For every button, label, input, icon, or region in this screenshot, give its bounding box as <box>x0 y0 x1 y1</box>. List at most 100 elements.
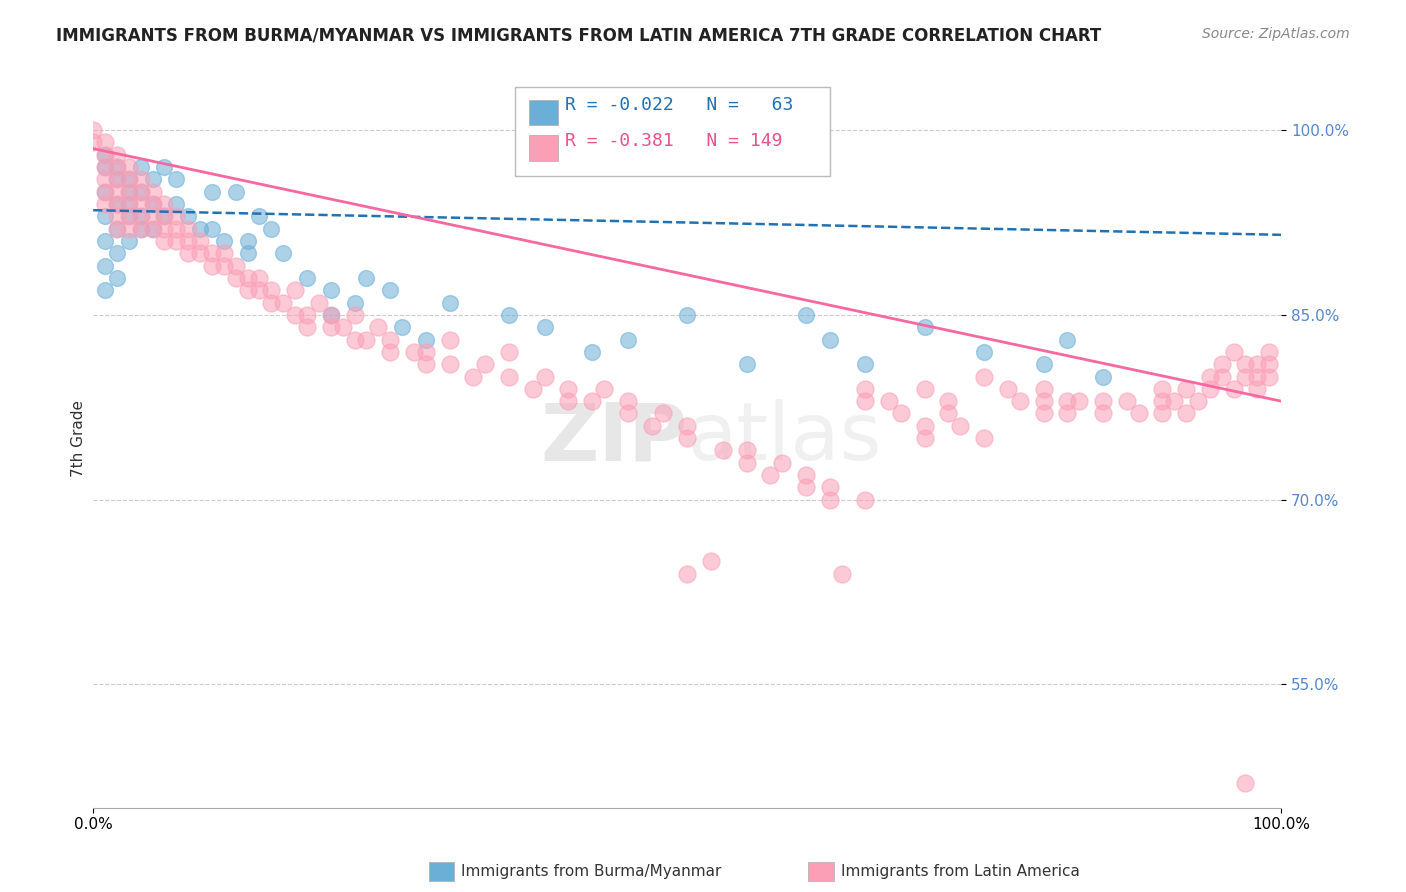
Point <box>676 431 699 445</box>
Point <box>165 221 187 235</box>
Point <box>165 172 187 186</box>
Point <box>94 197 117 211</box>
Point <box>343 295 366 310</box>
Point <box>1222 382 1244 396</box>
Point <box>1211 369 1233 384</box>
Point <box>94 234 117 248</box>
Text: atlas: atlas <box>688 399 882 477</box>
Point <box>652 407 675 421</box>
Point <box>165 210 187 224</box>
Point <box>295 308 318 322</box>
Point <box>236 246 259 260</box>
Point <box>94 147 117 161</box>
Point <box>94 185 117 199</box>
Point <box>236 271 259 285</box>
Point <box>118 172 141 186</box>
Point <box>794 468 817 483</box>
Point <box>439 295 461 310</box>
Point <box>129 160 152 174</box>
Point <box>129 221 152 235</box>
Point <box>284 308 307 322</box>
Point <box>142 197 165 211</box>
Point <box>236 283 259 297</box>
Point <box>676 418 699 433</box>
Point <box>1163 394 1185 409</box>
Point <box>1056 333 1078 347</box>
Text: R = -0.022   N =   63: R = -0.022 N = 63 <box>565 96 793 114</box>
Point <box>533 320 555 334</box>
Point <box>118 210 141 224</box>
Point <box>794 480 817 494</box>
Point <box>105 246 128 260</box>
Point <box>236 234 259 248</box>
Point <box>308 295 330 310</box>
Point <box>759 468 782 483</box>
Point <box>498 308 520 322</box>
Point <box>153 234 176 248</box>
Point <box>711 443 734 458</box>
Point <box>118 172 141 186</box>
Point <box>118 185 141 199</box>
Text: Immigrants from Burma/Myanmar: Immigrants from Burma/Myanmar <box>461 864 721 879</box>
Point <box>498 369 520 384</box>
Point <box>1128 407 1150 421</box>
Point <box>343 333 366 347</box>
Point <box>188 234 211 248</box>
Point <box>938 407 960 421</box>
Point <box>1091 394 1114 409</box>
Point <box>118 160 141 174</box>
Point <box>225 271 247 285</box>
Point <box>1258 357 1281 371</box>
Point <box>105 271 128 285</box>
Y-axis label: 7th Grade: 7th Grade <box>72 400 86 476</box>
Point <box>118 197 141 211</box>
Point <box>153 210 176 224</box>
Point <box>105 172 128 186</box>
Point <box>260 295 283 310</box>
Point <box>249 210 271 224</box>
Point <box>402 344 425 359</box>
Point <box>914 431 936 445</box>
Point <box>201 221 224 235</box>
Point <box>616 333 638 347</box>
Point <box>105 197 128 211</box>
Point <box>260 221 283 235</box>
Point <box>94 136 117 150</box>
Point <box>118 185 141 199</box>
Point <box>890 407 912 421</box>
Point <box>1032 357 1054 371</box>
Text: Immigrants from Latin America: Immigrants from Latin America <box>841 864 1080 879</box>
Point <box>1234 357 1257 371</box>
Point <box>439 357 461 371</box>
Point <box>177 210 200 224</box>
Point <box>94 160 117 174</box>
Point <box>818 492 841 507</box>
Point <box>129 197 152 211</box>
Point <box>1211 357 1233 371</box>
Point <box>1032 382 1054 396</box>
Point <box>877 394 900 409</box>
Point <box>142 221 165 235</box>
Point <box>94 172 117 186</box>
Point <box>1246 382 1268 396</box>
Point <box>616 394 638 409</box>
Point <box>249 271 271 285</box>
Point <box>94 147 117 161</box>
Point <box>1091 369 1114 384</box>
Point <box>153 197 176 211</box>
Point <box>225 259 247 273</box>
Point <box>142 197 165 211</box>
Point <box>165 197 187 211</box>
Point <box>356 271 378 285</box>
Point <box>1008 394 1031 409</box>
Point <box>1234 776 1257 790</box>
Point <box>105 160 128 174</box>
Point <box>118 210 141 224</box>
Point <box>343 308 366 322</box>
Point <box>914 418 936 433</box>
Point <box>1152 382 1174 396</box>
Point <box>853 357 876 371</box>
Point <box>581 344 603 359</box>
Point <box>188 246 211 260</box>
Point <box>1115 394 1137 409</box>
